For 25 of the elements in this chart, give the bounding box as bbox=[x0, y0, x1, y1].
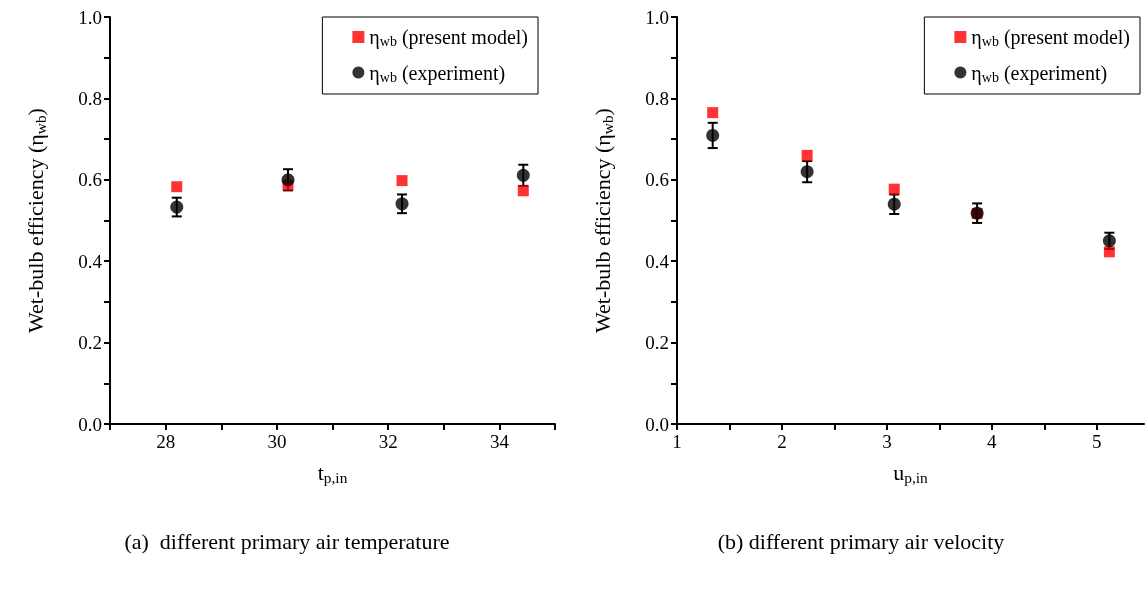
x-tick-label: 4 bbox=[987, 431, 998, 452]
x-tick-label: 34 bbox=[489, 431, 510, 452]
y-tick-label: 0.4 bbox=[645, 250, 670, 272]
x-tick-label: 3 bbox=[882, 431, 892, 452]
y-tick-label: 0.6 bbox=[645, 169, 669, 191]
y-tick-label: 0.0 bbox=[645, 413, 669, 435]
y-tick-label: 0.2 bbox=[645, 332, 669, 354]
y-tick-label: 0.0 bbox=[78, 413, 102, 435]
y-tick-label: 0.8 bbox=[78, 87, 102, 109]
y-tick-label: 0.2 bbox=[78, 332, 102, 354]
x-tick-label: 5 bbox=[1092, 431, 1102, 452]
y-tick-label: 0.4 bbox=[78, 250, 103, 272]
y-tick-label: 0.8 bbox=[645, 87, 669, 109]
x-tick-label: 30 bbox=[267, 431, 287, 452]
text: (b) different primary air velocity bbox=[717, 528, 1005, 554]
y-axis-title: Wet-bulb efficiency (ηwb) bbox=[590, 108, 616, 333]
x-tick-label: 32 bbox=[378, 431, 398, 452]
y-tick-label: 0.6 bbox=[78, 169, 102, 191]
y-tick-label: 1.0 bbox=[78, 6, 102, 28]
y-axis-title: Wet-bulb efficiency (ηwb) bbox=[23, 108, 49, 333]
text: (a) different primary air temperature bbox=[124, 528, 450, 554]
y-tick-label: 1.0 bbox=[645, 6, 669, 28]
x-tick-label: 1 bbox=[672, 431, 682, 452]
x-tick-label: 2 bbox=[777, 431, 787, 452]
x-tick-label: 28 bbox=[156, 431, 176, 452]
